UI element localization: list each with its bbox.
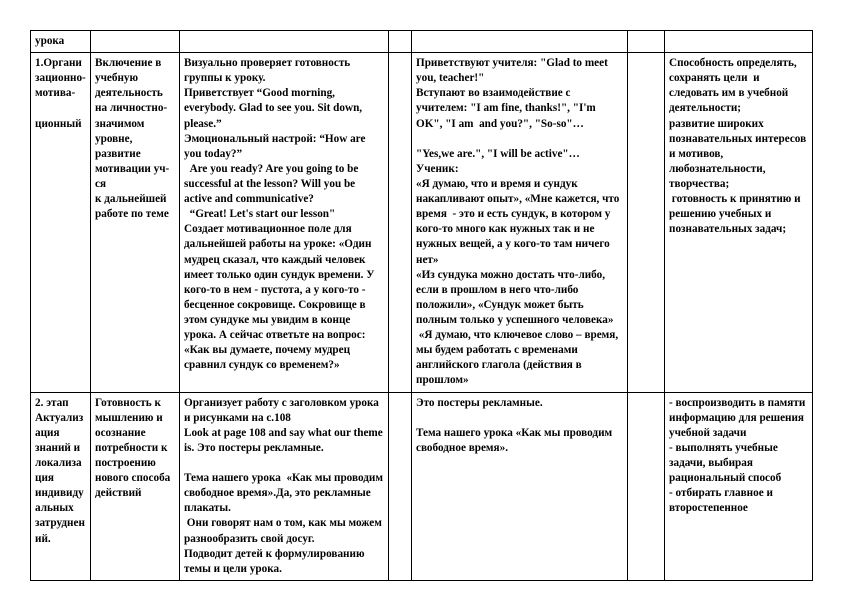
stage-cell: 1.Организационно- мотива- ционный — [31, 53, 91, 392]
empty-cell — [628, 392, 665, 580]
header-cell-3 — [180, 31, 389, 53]
result-cell: - воспроизводить в памяти информацию для… — [665, 392, 813, 580]
lesson-plan-table: урока 1.Организационно- мотива- ционный … — [30, 30, 813, 581]
empty-cell — [628, 53, 665, 392]
teacher-activity-cell: Визуально проверяет готовность группы к … — [180, 53, 389, 392]
student-activity-cell: Приветствуют учителя: "Glad to meet you,… — [412, 53, 628, 392]
stage-cell: 2. этап Актуализация знаний и локализаци… — [31, 392, 91, 580]
header-cell-1: урока — [31, 31, 91, 53]
header-cell-4 — [389, 31, 412, 53]
header-cell-2 — [91, 31, 180, 53]
table-row: 1.Организационно- мотива- ционный Включе… — [31, 53, 813, 392]
header-cell-5 — [412, 31, 628, 53]
empty-cell — [389, 392, 412, 580]
student-activity-cell: Это постеры рекламные. Тема нашего урока… — [412, 392, 628, 580]
result-cell: Способность определять, сохранять цели и… — [665, 53, 813, 392]
header-row: урока — [31, 31, 813, 53]
goal-cell: Готовность к мышлению и осознание потреб… — [91, 392, 180, 580]
header-cell-7 — [665, 31, 813, 53]
goal-cell: Включение в учебную деятельность на личн… — [91, 53, 180, 392]
teacher-activity-cell: Организует работу с заголовком урока и р… — [180, 392, 389, 580]
empty-cell — [389, 53, 412, 392]
header-cell-6 — [628, 31, 665, 53]
table-row: 2. этап Актуализация знаний и локализаци… — [31, 392, 813, 580]
